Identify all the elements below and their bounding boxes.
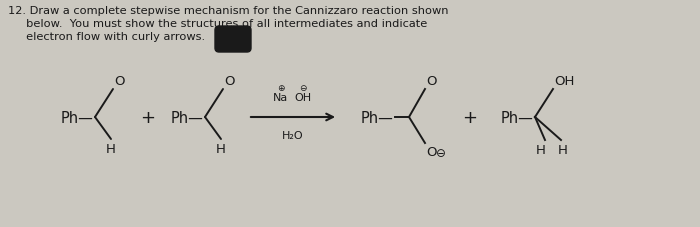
Text: H: H bbox=[106, 142, 116, 155]
Text: H: H bbox=[536, 143, 546, 156]
Text: H: H bbox=[216, 142, 226, 155]
Text: below.  You must show the structures of all intermediates and indicate: below. You must show the structures of a… bbox=[8, 19, 427, 29]
Text: Ph—: Ph— bbox=[60, 110, 93, 125]
Text: O: O bbox=[224, 75, 234, 88]
Text: ⊕: ⊕ bbox=[277, 83, 285, 92]
Text: Na: Na bbox=[274, 93, 288, 103]
Text: Ph—: Ph— bbox=[170, 110, 203, 125]
Text: electron flow with curly arrows.: electron flow with curly arrows. bbox=[8, 32, 205, 42]
Text: OH: OH bbox=[295, 93, 312, 103]
Text: O: O bbox=[426, 145, 437, 158]
FancyBboxPatch shape bbox=[215, 27, 251, 53]
Text: 12. Draw a complete stepwise mechanism for the Cannizzaro reaction shown: 12. Draw a complete stepwise mechanism f… bbox=[8, 6, 449, 16]
Text: +: + bbox=[463, 109, 477, 126]
Text: H₂O: H₂O bbox=[282, 131, 304, 140]
Text: OH: OH bbox=[554, 75, 575, 88]
Text: O: O bbox=[114, 75, 125, 88]
Text: Ph—: Ph— bbox=[360, 110, 393, 125]
Text: ⊖: ⊖ bbox=[300, 83, 307, 92]
Text: O: O bbox=[426, 75, 437, 88]
Text: ⊖: ⊖ bbox=[436, 146, 446, 159]
Text: Ph—: Ph— bbox=[500, 110, 533, 125]
Text: +: + bbox=[141, 109, 155, 126]
Text: H: H bbox=[558, 143, 568, 156]
